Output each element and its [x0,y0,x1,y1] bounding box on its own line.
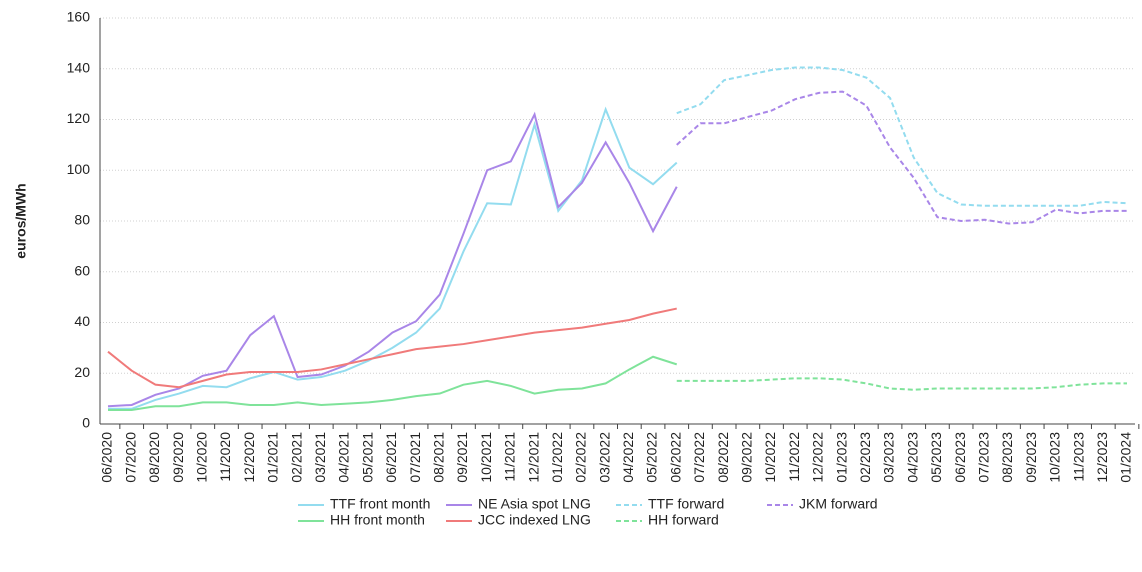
x-tick-label: 09/2022 [739,432,755,483]
y-tick-label: 100 [67,161,91,177]
series-line [676,377,1127,391]
y-tick-label: 20 [74,364,90,380]
series-line [676,66,1128,207]
x-tick-label: 01/2023 [833,432,849,483]
x-tick-label: 11/2022 [786,432,802,482]
x-tick-label: 04/2023 [904,432,920,483]
x-tick-label: 02/2022 [573,432,589,483]
legend-label: HH forward [648,512,719,528]
legend-label: HH front month [330,512,425,528]
y-axis-label: euros/MWh [13,183,29,258]
series-line [107,307,677,389]
x-tick-label: 07/2020 [122,432,138,483]
x-tick-label: 07/2021 [407,432,423,483]
series-line [108,355,678,412]
x-tick-label: 05/2021 [359,432,375,483]
legend-label: JKM forward [799,496,878,512]
x-tick-label: 01/2022 [549,432,565,483]
series-line [107,111,678,408]
x-tick-label: 10/2021 [478,432,494,483]
x-tick-label: 04/2021 [336,432,352,483]
y-tick-label: 140 [67,59,91,75]
x-tick-label: 08/2022 [715,432,731,483]
legend-label: TTF forward [648,496,724,512]
x-tick-label: 02/2021 [288,432,304,483]
y-tick-label: 0 [82,415,90,431]
series-line [676,90,1127,225]
x-tick-label: 11/2021 [502,432,518,482]
x-tick-label: 03/2022 [596,432,612,483]
x-tick-label: 03/2023 [881,432,897,483]
x-tick-label: 09/2021 [454,432,470,483]
x-tick-label: 08/2023 [999,432,1015,483]
y-tick-label: 60 [74,262,90,278]
x-tick-label: 10/2022 [762,432,778,483]
x-tick-label: 06/2023 [952,432,968,483]
x-tick-label: 05/2022 [644,432,660,483]
legend-label: JCC indexed LNG [478,512,591,528]
x-tick-label: 11/2020 [217,432,233,482]
x-tick-label: 07/2022 [691,432,707,483]
x-tick-label: 08/2020 [146,432,162,483]
x-tick-label: 05/2023 [928,432,944,483]
x-tick-label: 02/2023 [857,432,873,483]
x-tick-label: 11/2023 [1070,432,1086,482]
x-tick-label: 01/2024 [1118,432,1134,483]
x-tick-label: 03/2021 [312,432,328,483]
x-tick-label: 08/2021 [430,432,446,483]
x-tick-label: 12/2021 [525,432,541,483]
series-line [108,106,678,410]
x-tick-label: 09/2023 [1023,432,1039,483]
y-tick-label: 40 [74,313,90,329]
x-tick-label: 12/2020 [241,432,257,483]
y-tick-label: 120 [67,110,91,126]
x-tick-label: 12/2022 [810,432,826,483]
legend-label: NE Asia spot LNG [478,496,591,512]
x-tick-label: 12/2023 [1094,432,1110,483]
x-tick-label: 10/2023 [1047,432,1063,483]
x-tick-label: 06/2022 [667,432,683,483]
x-tick-label: 04/2022 [620,432,636,483]
x-tick-label: 09/2020 [170,432,186,483]
x-tick-label: 10/2020 [193,432,209,483]
x-tick-label: 06/2021 [383,432,399,483]
y-tick-label: 160 [67,9,91,25]
legend-label: TTF front month [330,496,430,512]
x-tick-label: 07/2023 [976,432,992,483]
y-tick-label: 80 [74,212,90,228]
x-tick-label: 01/2021 [265,432,281,483]
x-tick-label: 06/2020 [99,432,115,483]
